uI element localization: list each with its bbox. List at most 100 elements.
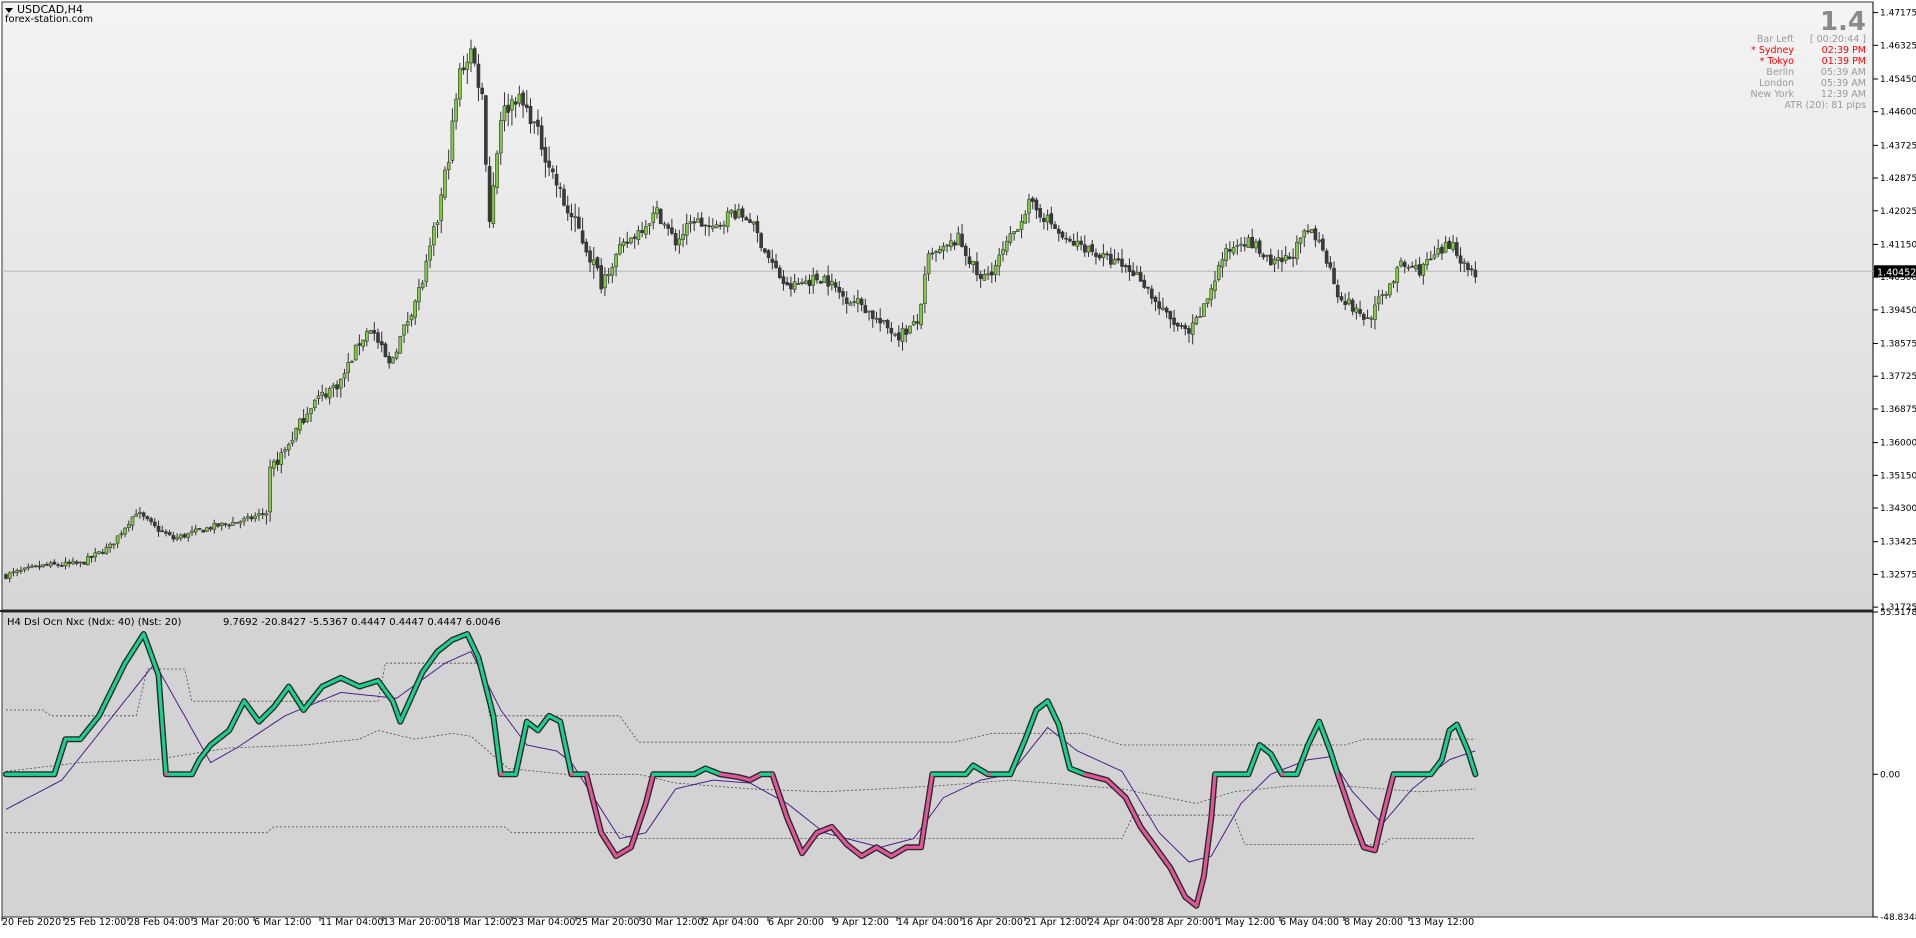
oscillator-segment — [1354, 826, 1362, 840]
candle-body — [670, 227, 674, 234]
time-axis-label: 24 Apr 04:00 — [1088, 917, 1150, 928]
candle-body — [1094, 252, 1098, 257]
candle-body — [1079, 240, 1083, 245]
candle-body — [755, 221, 760, 233]
candle-body — [941, 245, 946, 251]
time-axis-label: 13 Mar 20:00 — [383, 917, 446, 928]
candle-body — [179, 534, 183, 539]
candle-body — [1440, 246, 1444, 254]
oscillator-segment — [142, 632, 149, 646]
candle-body — [848, 302, 853, 306]
candle-body — [562, 188, 566, 206]
oscillator-segment — [1380, 801, 1388, 820]
candle-body — [1224, 248, 1228, 261]
candle-body — [1056, 228, 1061, 234]
candle-body — [1269, 254, 1273, 266]
info-row-value: 12:39 AM — [1821, 89, 1866, 100]
price-axis-label: 1.41150 — [1880, 240, 1916, 250]
oscillator-segment — [640, 801, 648, 817]
oscillator-segment — [923, 797, 931, 825]
candle-body — [1127, 265, 1132, 272]
time-axis-label: 2 Apr 04:00 — [703, 917, 759, 928]
candle-body — [1034, 199, 1039, 211]
candle-body — [454, 98, 458, 122]
candle-body — [290, 439, 295, 444]
candle-body — [900, 328, 905, 342]
candle-body — [1373, 304, 1377, 320]
candle-body — [171, 535, 176, 540]
candle-body — [569, 213, 574, 218]
lower-band-line — [6, 814, 1476, 845]
candle-body — [882, 320, 886, 323]
candle-body — [175, 536, 179, 540]
oscillator-segment — [1205, 816, 1213, 849]
current-price-badge — [1874, 265, 1916, 278]
candle-body — [260, 513, 265, 515]
candle-body — [896, 332, 901, 341]
candle-body — [1332, 267, 1336, 284]
oscillator-segment — [521, 720, 529, 741]
time-axis-label: 6 Apr 20:00 — [768, 917, 824, 928]
oscillator-segment — [156, 673, 164, 727]
candle-body — [394, 351, 399, 359]
candle-body — [104, 546, 109, 554]
price-axis-label: 1.44600 — [1880, 108, 1916, 118]
candle-body — [309, 408, 313, 414]
candle-body — [696, 218, 700, 223]
candle-body — [543, 147, 548, 163]
info-row-value: 01:39 PM — [1822, 56, 1866, 67]
candle-body — [997, 254, 1002, 267]
candle-body — [372, 330, 377, 334]
candle-body — [164, 531, 168, 534]
candle-body — [551, 168, 555, 173]
price-axis-label: 1.37725 — [1880, 372, 1916, 382]
candle-body — [1335, 284, 1340, 298]
candle-body — [495, 153, 499, 188]
oscillator-segment — [476, 655, 484, 674]
candle-body — [800, 282, 804, 284]
candle-body — [908, 325, 912, 334]
candle-body — [811, 275, 816, 286]
candle-body — [993, 265, 998, 276]
candle-body — [130, 516, 135, 526]
triangle-down-icon[interactable] — [5, 8, 13, 13]
oscillator-segment — [1302, 743, 1310, 757]
candle-body — [513, 101, 518, 105]
candle-body — [1283, 255, 1288, 261]
candle-body — [803, 280, 808, 284]
oscillator-segment — [1198, 874, 1206, 893]
candle-body — [1466, 263, 1470, 271]
candle-body — [1149, 288, 1154, 299]
candle-body — [629, 237, 633, 244]
candle-body — [1202, 303, 1206, 317]
candle-body — [7, 572, 12, 579]
time-axis-label: 6 Mar 12:00 — [254, 917, 311, 928]
time-axis-label: 20 Feb 2020 — [2, 917, 61, 928]
candle-body — [1131, 270, 1135, 277]
candle-body — [524, 104, 529, 108]
candle-body — [919, 303, 923, 326]
candle-body — [231, 522, 235, 526]
price-axis-label: 1.36875 — [1880, 405, 1916, 415]
candle-body — [725, 211, 730, 227]
oscillator-segment — [1351, 816, 1358, 830]
candle-body — [930, 252, 935, 255]
candle-body — [978, 273, 983, 279]
candle-body — [491, 185, 496, 224]
current-price-label: 1.40452 — [1877, 267, 1916, 278]
oscillator-segment — [1321, 729, 1329, 743]
candle-body — [722, 224, 726, 227]
candle-body — [275, 459, 280, 465]
price-axis-label: 1.42025 — [1880, 207, 1916, 217]
candle-body — [1187, 328, 1191, 334]
candle-body — [926, 253, 931, 275]
candle-body — [777, 267, 782, 278]
candle-body — [1016, 229, 1020, 232]
candle-body — [528, 106, 533, 124]
candle-body — [1105, 253, 1109, 256]
candle-body — [350, 361, 354, 363]
candle-body — [744, 217, 749, 221]
candle-body — [472, 48, 477, 64]
candle-body — [1168, 311, 1173, 320]
